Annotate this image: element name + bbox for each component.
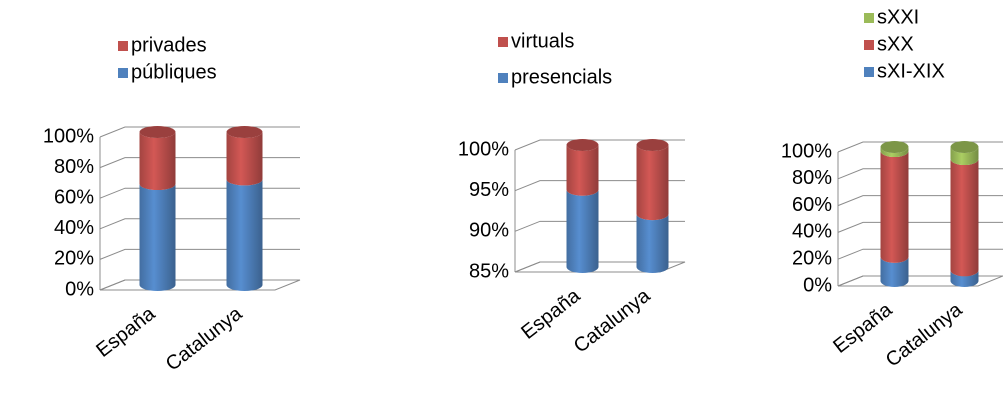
legend-swatch (118, 41, 128, 51)
grid-line (99, 248, 300, 260)
legend-swatch (498, 37, 508, 47)
bar-segment (950, 270, 979, 287)
bar-cap (950, 141, 979, 153)
bar-segment (226, 179, 263, 291)
y-tick-label: 20% (54, 248, 94, 270)
bar-segment (139, 132, 176, 191)
grid-line (99, 126, 300, 138)
bar-cap (880, 141, 909, 153)
bar-cap (636, 139, 669, 151)
y-tick-label: 40% (792, 221, 832, 243)
bar-cap (139, 126, 176, 138)
y-tick-label: 90% (469, 220, 509, 242)
bar-segment (139, 184, 176, 291)
bar-segment (636, 214, 669, 273)
y-tick-label: 60% (792, 194, 832, 216)
y-tick-label: 95% (469, 179, 509, 201)
y-tick-label: 20% (792, 247, 832, 269)
bar-segment (950, 159, 979, 277)
grid-line (99, 187, 300, 199)
bar-segment (636, 145, 669, 221)
y-tick-label: 100% (43, 125, 94, 147)
legend-label: privades (131, 34, 207, 56)
x-tick-label: España (92, 302, 160, 362)
y-tick-label: 80% (792, 167, 832, 189)
legend-label: sXX (877, 33, 914, 55)
legend-swatch (864, 67, 874, 77)
bar-segment (880, 147, 909, 158)
grid-line (837, 141, 1003, 153)
y-tick-label: 0% (65, 278, 94, 300)
x-tick-label: Catalunya (162, 302, 247, 375)
y-tick-label: 85% (469, 260, 509, 282)
legend-label: sXI-XIX (877, 60, 945, 82)
bar-cap (566, 139, 599, 151)
bar-cap (226, 126, 263, 138)
y-tick-label: 80% (54, 156, 94, 178)
bar-segment (950, 147, 979, 166)
legend-swatch (118, 68, 128, 78)
legend-swatch (864, 40, 874, 50)
grid-line (99, 218, 300, 230)
bar-segment (880, 151, 909, 263)
y-tick-label: 100% (458, 138, 509, 160)
y-tick-label: 40% (54, 217, 94, 239)
legend-label: sXXI (877, 6, 919, 28)
bar-segment (880, 256, 909, 287)
legend-swatch (498, 73, 508, 83)
legend-label: públiques (131, 61, 217, 83)
floor (99, 279, 301, 291)
y-tick-label: 0% (803, 274, 832, 296)
legend-label: virtuals (511, 30, 574, 52)
x-tick-label: Catalunya (882, 298, 967, 371)
y-tick-label: 60% (54, 186, 94, 208)
x-tick-label: Catalunya (570, 284, 655, 357)
grid-line (99, 157, 300, 169)
bar-segment (566, 189, 599, 273)
bar-segment (226, 132, 263, 186)
legend-swatch (864, 13, 874, 23)
bar-segment (566, 145, 599, 196)
grid-line (514, 139, 685, 151)
grid-line (99, 279, 300, 291)
y-tick-label: 100% (781, 140, 832, 162)
legend-label: presencials (511, 66, 612, 88)
x-tick-label: España (517, 284, 585, 344)
x-tick-label: España (829, 298, 897, 358)
